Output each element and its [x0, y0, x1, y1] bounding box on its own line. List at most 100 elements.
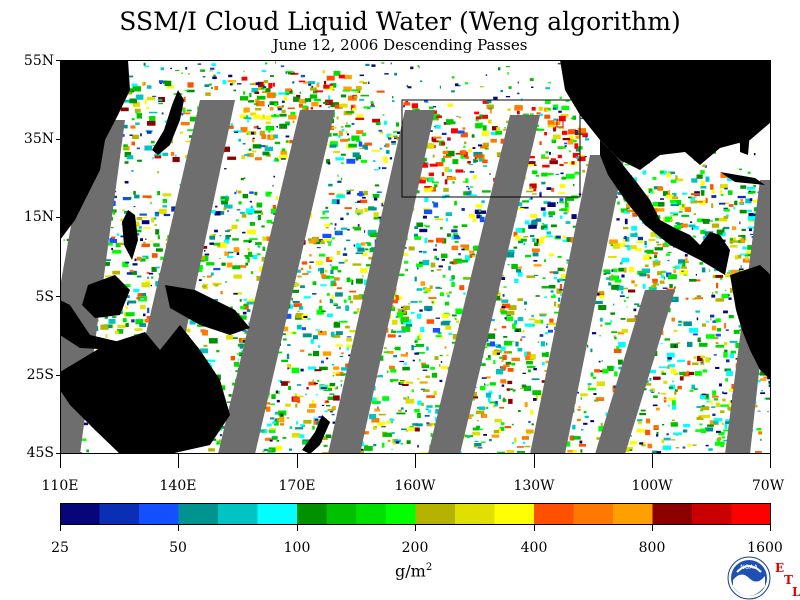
- cloud-pixel: [360, 159, 368, 163]
- cloud-pixel: [275, 195, 278, 200]
- cloud-pixel: [557, 267, 564, 272]
- cloud-pixel: [319, 299, 322, 303]
- cloud-pixel: [328, 243, 332, 246]
- cloud-pixel: [316, 83, 320, 88]
- cloud-pixel: [621, 291, 624, 294]
- cloud-pixel: [512, 323, 516, 329]
- cloud-pixel: [441, 132, 447, 135]
- cloud-pixel: [436, 269, 442, 271]
- cloud-pixel: [629, 441, 637, 445]
- cloud-pixel: [247, 100, 255, 103]
- cloud-pixel: [236, 189, 238, 193]
- cloud-pixel: [383, 432, 392, 437]
- cloud-pixel: [652, 260, 661, 266]
- cloud-pixel: [417, 176, 426, 180]
- cloud-pixel: [285, 90, 293, 95]
- cloud-pixel: [747, 209, 752, 213]
- cloud-pixel: [143, 241, 146, 244]
- cloud-pixel: [475, 410, 485, 415]
- cloud-pixel: [254, 157, 262, 161]
- cloud-pixel: [557, 201, 559, 204]
- cloud-pixel: [389, 379, 399, 382]
- cloud-pixel: [420, 281, 425, 286]
- cloud-pixel: [269, 107, 274, 111]
- cloud-pixel: [329, 264, 332, 266]
- cloud-pixel: [504, 426, 512, 429]
- cloud-pixel: [347, 133, 350, 136]
- cloud-pixel: [162, 152, 168, 156]
- cloud-pixel: [565, 99, 570, 102]
- cloud-pixel: [706, 334, 715, 339]
- cloud-pixel: [670, 212, 679, 214]
- cloud-pixel: [343, 74, 352, 80]
- cloud-pixel: [263, 80, 269, 84]
- cloud-pixel: [343, 299, 347, 303]
- cloud-pixel: [554, 301, 557, 307]
- colorbar-cell: [99, 503, 140, 525]
- cloud-pixel: [447, 139, 451, 141]
- cloud-pixel: [136, 94, 144, 100]
- cloud-pixel: [712, 413, 716, 416]
- cloud-pixel: [262, 450, 265, 452]
- cloud-pixel: [379, 130, 383, 134]
- cloud-pixel: [247, 133, 249, 136]
- cloud-pixel: [183, 96, 186, 102]
- cloud-pixel: [357, 200, 361, 203]
- cloud-pixel: [720, 404, 730, 407]
- cloud-pixel: [452, 314, 457, 317]
- cloud-pixel: [123, 146, 130, 151]
- cloud-pixel: [575, 146, 583, 150]
- cloud-pixel: [415, 423, 423, 427]
- cloud-pixel: [585, 135, 587, 138]
- cloud-pixel: [545, 151, 549, 154]
- cloud-pixel: [295, 313, 304, 319]
- cloud-pixel: [186, 109, 192, 112]
- cloud-pixel: [378, 129, 383, 132]
- cloud-pixel: [656, 208, 665, 212]
- cloud-pixel: [417, 65, 420, 67]
- cloud-pixel: [469, 213, 476, 218]
- cloud-pixel: [444, 194, 450, 197]
- cloud-pixel: [524, 323, 534, 327]
- cloud-pixel: [607, 365, 614, 371]
- cloud-pixel: [434, 216, 439, 218]
- cloud-pixel: [265, 115, 272, 121]
- cloud-pixel: [243, 239, 253, 243]
- cloud-pixel: [693, 213, 697, 216]
- cloud-pixel: [330, 269, 334, 275]
- cloud-pixel: [678, 263, 683, 265]
- cloud-pixel: [654, 426, 659, 429]
- cloud-pixel: [289, 89, 292, 93]
- cloud-pixel: [690, 193, 700, 196]
- cloud-pixel: [537, 341, 540, 343]
- cloud-pixel: [528, 198, 531, 201]
- cloud-pixel: [451, 341, 458, 344]
- cloud-pixel: [373, 160, 376, 162]
- cloud-pixel: [357, 213, 360, 217]
- cloud-pixel: [659, 170, 664, 174]
- cloud-pixel: [373, 443, 377, 447]
- cloud-pixel: [675, 389, 678, 392]
- cloud-pixel: [120, 218, 124, 222]
- cloud-pixel: [549, 151, 551, 155]
- cloud-pixel: [279, 416, 285, 423]
- cloud-pixel: [134, 258, 137, 262]
- cloud-pixel: [684, 254, 688, 257]
- cloud-pixel: [485, 384, 490, 386]
- cloud-pixel: [250, 112, 256, 116]
- cloud-pixel: [146, 271, 150, 274]
- cloud-pixel: [514, 105, 523, 111]
- cloud-pixel: [388, 137, 392, 140]
- cloud-pixel: [539, 113, 543, 117]
- cloud-pixel: [700, 170, 705, 175]
- cloud-pixel: [150, 201, 152, 205]
- cloud-pixel: [281, 381, 288, 386]
- cloud-pixel: [503, 364, 510, 367]
- cloud-pixel: [255, 108, 262, 111]
- cloud-pixel: [267, 423, 272, 427]
- cloud-pixel: [592, 376, 597, 379]
- lat-label-15n: 15N: [23, 209, 54, 225]
- cloud-pixel: [221, 196, 226, 198]
- cloud-pixel: [373, 217, 379, 220]
- cloud-pixel: [474, 443, 482, 447]
